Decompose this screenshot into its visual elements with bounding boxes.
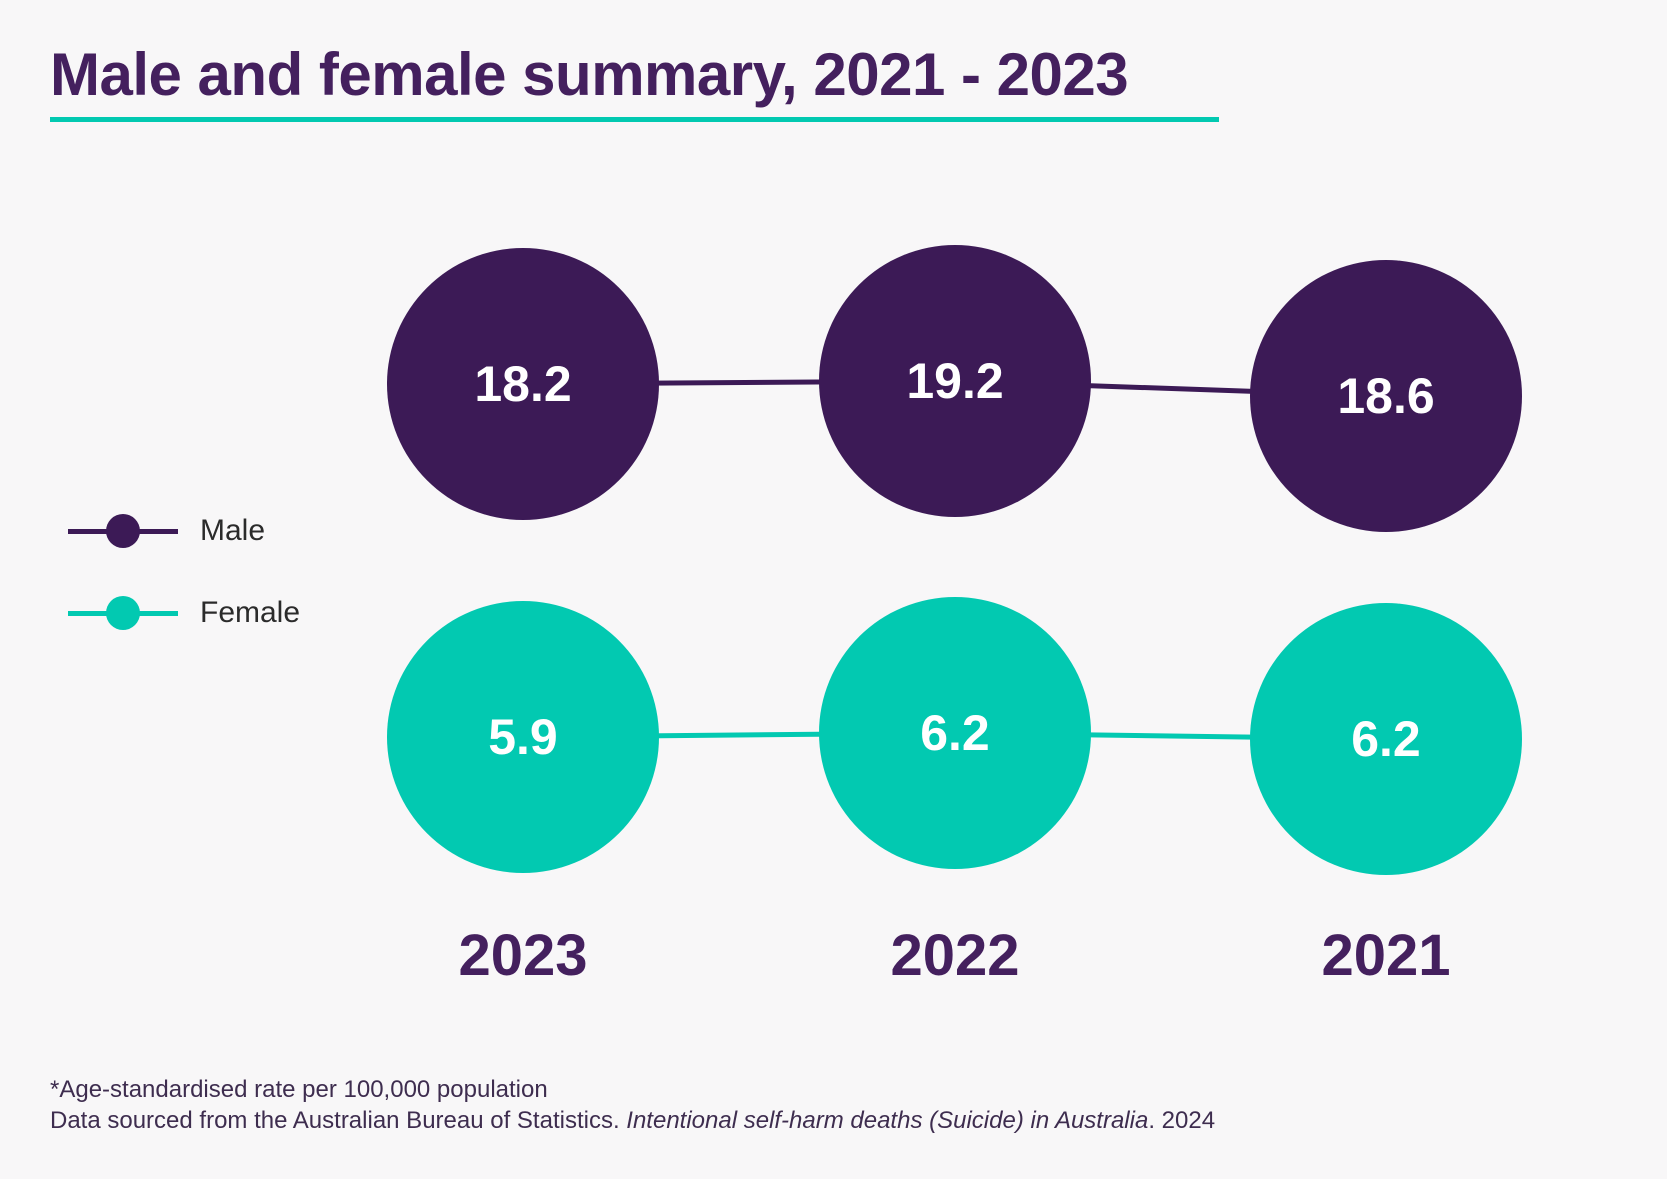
female-legend-marker-icon	[68, 593, 178, 633]
x-axis-label-2023: 2023	[458, 923, 587, 988]
bubble-value-female-2023: 5.9	[488, 709, 558, 765]
bubble-value-female-2022: 6.2	[920, 705, 990, 761]
bubble-value-female-2021: 6.2	[1351, 711, 1421, 767]
male-legend-dot-icon	[106, 514, 140, 548]
x-axis-label-2022: 2022	[890, 923, 1019, 988]
bubble-value-male-2022: 19.2	[906, 353, 1003, 409]
bubble-male-2021	[1250, 260, 1522, 532]
x-axis-label-2021: 2021	[1321, 923, 1450, 988]
legend-label-female: Female	[200, 596, 301, 629]
legend-item-female: Female	[68, 593, 300, 633]
legend-item-male: Male	[68, 511, 265, 551]
title-underline-rule	[50, 117, 1219, 122]
female-legend-dot-icon	[106, 596, 140, 630]
footnote-publication-title: Intentional self-harm deaths (Suicide) i…	[626, 1107, 1149, 1134]
bubble-value-male-2023: 18.2	[474, 356, 571, 412]
legend-label-male: Male	[200, 514, 266, 547]
bubble-female-2023	[387, 601, 659, 873]
footnote: *Age-standardised rate per 100,000 popul…	[50, 1074, 1215, 1136]
footnote-line-1: *Age-standardised rate per 100,000 popul…	[50, 1076, 548, 1103]
bubble-female-2021	[1250, 603, 1522, 875]
bubble-male-2022	[819, 245, 1091, 517]
bubble-female-2022	[819, 597, 1091, 869]
page-title: Male and female summary, 2021 - 2023	[50, 41, 1129, 108]
bubble-male-2023	[387, 248, 659, 520]
footnote-line-2: Data sourced from the Australian Bureau …	[50, 1105, 1215, 1136]
footnote-source-text: Data sourced from the Australian Bureau …	[50, 1107, 627, 1134]
footnote-year-text: . 2024	[1148, 1107, 1216, 1134]
male-legend-marker-icon	[68, 511, 178, 551]
bubble-value-male-2021: 18.6	[1337, 368, 1434, 424]
